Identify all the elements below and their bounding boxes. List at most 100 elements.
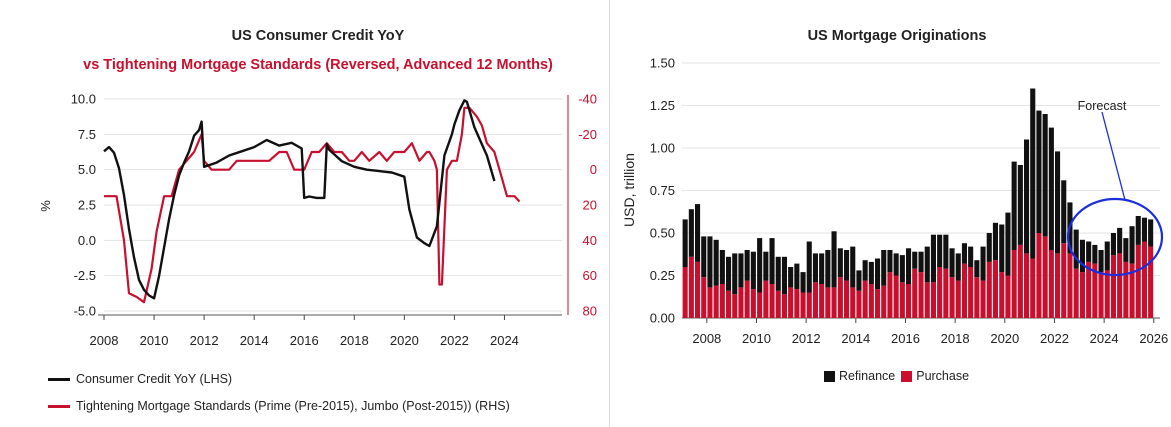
bar-refinance	[1141, 217, 1147, 242]
bar-refinance	[949, 248, 955, 278]
bar-purchase	[769, 284, 775, 318]
bar-purchase	[831, 287, 837, 318]
bar-refinance	[912, 251, 918, 269]
bar-purchase	[1110, 255, 1116, 318]
chart-subtitle: vs Tightening Mortgage Standards (Revers…	[83, 57, 553, 73]
bar-refinance	[1117, 227, 1123, 254]
bar-purchase	[837, 277, 843, 318]
bar-refinance	[844, 250, 850, 281]
right-y-tick-label: 20	[583, 198, 597, 213]
bar-refinance	[881, 250, 887, 286]
bar-purchase	[1092, 263, 1098, 318]
x-tick-labels: 2008 2010 2012 2014 2016 2018 2020 2022 2024	[90, 314, 562, 348]
bar-refinance	[899, 255, 905, 283]
y-tick-label: -2.5	[74, 268, 96, 283]
bar-refinance	[1017, 165, 1023, 245]
forecast-ellipse	[1066, 197, 1164, 277]
y-axis-label: USD, trillion	[621, 153, 637, 227]
bar-refinance	[775, 256, 781, 291]
bar-purchase	[757, 292, 763, 318]
bar-purchase	[999, 272, 1005, 318]
bar-purchase	[980, 280, 986, 318]
x-tick-label: 2010	[140, 333, 169, 348]
panel-divider	[609, 0, 610, 427]
bar-refinance	[1061, 180, 1067, 244]
bar-purchase	[1123, 261, 1129, 318]
bar-refinance	[980, 246, 986, 281]
bar-purchase	[781, 294, 787, 318]
bar-refinance	[800, 272, 806, 293]
x-tick-label: 2024	[1090, 331, 1119, 346]
bar-purchase	[1067, 253, 1073, 318]
y-tick-label: 5.0	[78, 162, 96, 177]
x-tick-label: 2016	[891, 331, 920, 346]
bar-purchase	[968, 267, 974, 318]
bar-purchase	[943, 268, 949, 318]
credit-chart: US Consumer Credit YoY vs Tightening Mor…	[38, 28, 597, 348]
bar-purchase	[868, 284, 874, 318]
bar-purchase	[875, 289, 881, 318]
right-y-tick-label: 0	[590, 162, 597, 177]
bar-purchase	[719, 284, 725, 318]
bar-refinance	[850, 246, 856, 288]
bar-purchase	[688, 256, 694, 318]
bar-purchase	[1011, 250, 1017, 318]
x-tick-label: 2012	[792, 331, 821, 346]
bar-refinance	[1079, 239, 1085, 273]
right-y-tick-label: 80	[583, 304, 597, 319]
bar-purchase	[788, 287, 794, 318]
bar-purchase	[812, 282, 818, 318]
bar-refinance	[943, 234, 949, 269]
bar-refinance	[726, 256, 732, 291]
bar-refinance	[688, 209, 694, 257]
y-tick-label: 1.00	[650, 141, 675, 156]
bar-purchase	[1141, 241, 1147, 318]
originations-chart-panel: US Mortgage Originations USD, trillion 1…	[612, 0, 1171, 427]
bar-refinance	[819, 253, 825, 284]
legend-label-purchase: Purchase	[916, 369, 970, 383]
legend: Refinance Purchase	[612, 369, 1171, 383]
bar-purchase	[713, 285, 719, 318]
right-y-tick-label: 40	[583, 233, 597, 248]
legend-swatch-red	[48, 404, 70, 408]
x-tick-label: 2020	[390, 333, 419, 348]
bar-refinance	[906, 248, 912, 284]
bar-purchase	[862, 280, 868, 318]
bar-purchase	[930, 282, 936, 318]
forecast-annotation: Forecast	[1066, 99, 1164, 277]
bar-purchase	[924, 282, 930, 318]
bar-refinance	[1110, 233, 1116, 256]
bar-refinance	[974, 260, 980, 278]
bar-purchase	[825, 287, 831, 318]
bar-purchase	[1098, 272, 1104, 318]
bar-purchase	[856, 290, 862, 318]
bar-refinance	[862, 260, 868, 281]
y-tick-label: 0.25	[650, 268, 675, 283]
bar-purchase	[1036, 233, 1042, 318]
bar-purchase	[1024, 253, 1030, 318]
bar-purchase	[1117, 253, 1123, 318]
right-y-tick-label: -40	[578, 92, 597, 107]
bar-refinance	[707, 236, 713, 288]
x-tick-label: 2024	[490, 333, 519, 348]
x-tick-label: 2010	[742, 331, 771, 346]
bar-purchase	[1042, 236, 1048, 318]
bar-purchase	[887, 272, 893, 318]
bar-refinance	[1005, 212, 1011, 276]
bar-purchase	[912, 268, 918, 318]
forecast-label: Forecast	[1078, 99, 1127, 113]
bar-refinance	[713, 239, 719, 286]
bar-refinance	[769, 238, 775, 284]
forecast-pointer-line	[1101, 111, 1126, 201]
bar-purchase	[732, 294, 738, 318]
bar-refinance	[937, 234, 943, 267]
bar-purchase	[955, 280, 961, 318]
x-tick-label: 2012	[190, 333, 219, 348]
right-y-tick-label: 60	[583, 268, 597, 283]
credit-chart-panel: US Consumer Credit YoY vs Tightening Mor…	[38, 28, 597, 413]
bar-purchase	[682, 267, 688, 318]
chart-title: US Mortgage Originations	[808, 28, 987, 44]
bar-refinance	[1135, 216, 1141, 245]
y-axis-label: %	[38, 200, 53, 212]
bar-refinance	[1086, 241, 1092, 262]
